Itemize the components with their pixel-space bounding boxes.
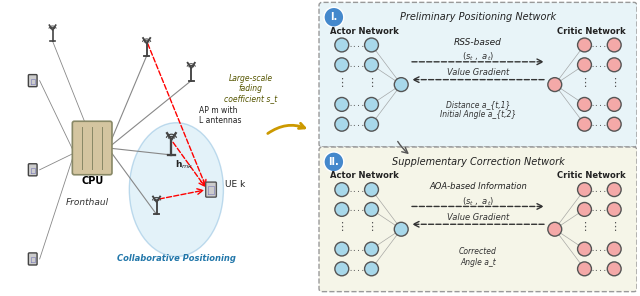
Circle shape (548, 222, 562, 236)
Text: Fronthaul: Fronthaul (66, 198, 109, 207)
Text: ⋮: ⋮ (366, 222, 377, 232)
Circle shape (335, 183, 349, 197)
Text: Distance a_{t,1}
Initial Angle a_{t,2}: Distance a_{t,1} Initial Angle a_{t,2} (440, 100, 516, 119)
Text: Critic Network: Critic Network (557, 27, 626, 36)
Text: RSS-based: RSS-based (454, 38, 502, 46)
FancyBboxPatch shape (28, 253, 37, 265)
Text: ⋮: ⋮ (366, 78, 377, 88)
Circle shape (548, 78, 562, 91)
Circle shape (335, 38, 349, 52)
Circle shape (577, 183, 591, 197)
Circle shape (577, 202, 591, 216)
Circle shape (365, 38, 378, 52)
Circle shape (607, 202, 621, 216)
Text: ⋮: ⋮ (609, 222, 620, 232)
Text: ....: .... (591, 246, 608, 252)
Text: $\mathbf{h}_{mk}$: $\mathbf{h}_{mk}$ (175, 159, 193, 171)
Text: AOA-based Information: AOA-based Information (429, 182, 527, 191)
Text: CPU: CPU (81, 176, 103, 186)
Circle shape (365, 117, 378, 131)
Circle shape (365, 183, 378, 197)
Text: ....: .... (348, 206, 365, 213)
Text: $(s_t\ ,\ a_t)$: $(s_t\ ,\ a_t)$ (462, 51, 494, 63)
FancyBboxPatch shape (72, 121, 112, 175)
Text: ....: .... (591, 102, 608, 107)
Circle shape (335, 97, 349, 111)
Text: ⋮: ⋮ (336, 78, 348, 88)
Text: ⋮: ⋮ (336, 222, 348, 232)
Circle shape (335, 242, 349, 256)
Text: Large-scale
fading
coefficient s_t: Large-scale fading coefficient s_t (224, 74, 277, 104)
Text: Supplementary Correction Network: Supplementary Correction Network (392, 157, 564, 167)
Text: Value Gradient: Value Gradient (447, 68, 509, 77)
Circle shape (577, 58, 591, 72)
Text: Actor Network: Actor Network (330, 27, 399, 36)
Text: UE k: UE k (225, 180, 245, 189)
Text: ....: .... (348, 102, 365, 107)
Circle shape (335, 58, 349, 72)
Text: $(s_t\ ,\ a_t)$: $(s_t\ ,\ a_t)$ (462, 195, 494, 208)
Circle shape (577, 97, 591, 111)
Text: Collaborative Positioning: Collaborative Positioning (117, 255, 236, 263)
Circle shape (607, 117, 621, 131)
Text: ⋮: ⋮ (579, 78, 590, 88)
Circle shape (607, 242, 621, 256)
Text: Corrected
Angle a_t: Corrected Angle a_t (459, 247, 497, 267)
Circle shape (607, 183, 621, 197)
Text: AP m with
L antennas: AP m with L antennas (199, 106, 242, 125)
Circle shape (577, 117, 591, 131)
Circle shape (365, 262, 378, 276)
Text: II.: II. (328, 157, 339, 167)
Text: ⋮: ⋮ (579, 222, 590, 232)
Circle shape (365, 202, 378, 216)
Text: ....: .... (591, 62, 608, 68)
FancyBboxPatch shape (319, 147, 637, 292)
Circle shape (607, 97, 621, 111)
Ellipse shape (129, 123, 223, 256)
Circle shape (607, 38, 621, 52)
Text: ....: .... (591, 42, 608, 48)
Text: ⋮: ⋮ (609, 78, 620, 88)
Text: ....: .... (591, 206, 608, 213)
Text: ....: .... (591, 266, 608, 272)
FancyBboxPatch shape (205, 182, 216, 197)
FancyBboxPatch shape (28, 75, 37, 87)
Circle shape (394, 78, 408, 91)
Circle shape (365, 97, 378, 111)
Text: ....: .... (591, 121, 608, 127)
Circle shape (365, 242, 378, 256)
Text: ....: .... (348, 186, 365, 193)
FancyBboxPatch shape (319, 2, 637, 147)
Text: ....: .... (348, 266, 365, 272)
Text: Value Gradient: Value Gradient (447, 213, 509, 222)
FancyBboxPatch shape (28, 164, 37, 176)
Circle shape (577, 262, 591, 276)
Text: Preliminary Positioning Network: Preliminary Positioning Network (400, 12, 556, 22)
Circle shape (365, 58, 378, 72)
Circle shape (607, 262, 621, 276)
Circle shape (577, 242, 591, 256)
Text: ....: .... (348, 246, 365, 252)
Circle shape (335, 202, 349, 216)
Circle shape (394, 222, 408, 236)
Circle shape (335, 117, 349, 131)
Text: Actor Network: Actor Network (330, 171, 399, 180)
Circle shape (577, 38, 591, 52)
Text: Critic Network: Critic Network (557, 171, 626, 180)
Circle shape (324, 7, 344, 27)
Circle shape (335, 262, 349, 276)
Text: I.: I. (330, 12, 337, 22)
Text: ....: .... (348, 121, 365, 127)
Circle shape (607, 58, 621, 72)
Text: ....: .... (348, 42, 365, 48)
Circle shape (324, 152, 344, 172)
Text: ....: .... (348, 62, 365, 68)
Text: ....: .... (591, 186, 608, 193)
